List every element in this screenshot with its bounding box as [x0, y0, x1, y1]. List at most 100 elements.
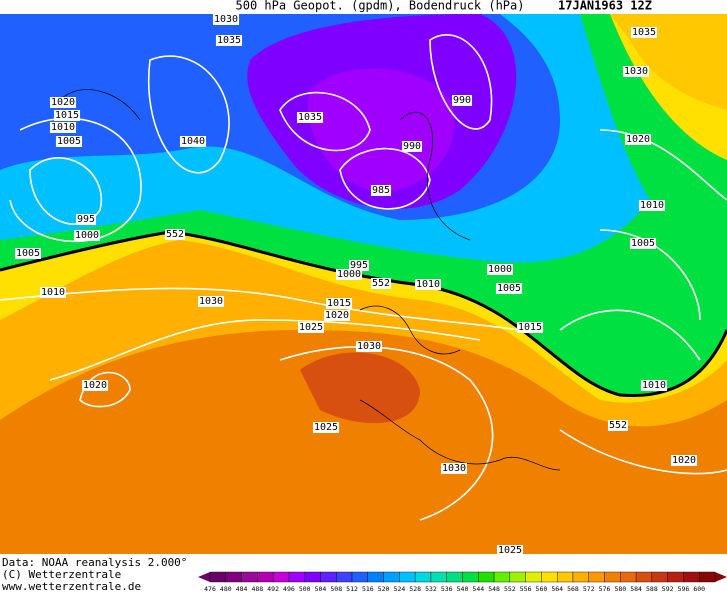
colorbar-swatch	[383, 571, 400, 583]
colorbar-swatch	[651, 571, 668, 583]
colorbar-label: 536	[441, 585, 453, 593]
colorbar-label: 476	[204, 585, 216, 593]
colorbar-swatch	[430, 571, 447, 583]
isobar-label-bg	[164, 229, 186, 240]
isobar-label: 1035	[298, 112, 322, 123]
isobar-label: 552	[166, 229, 184, 240]
isobar-label: 1025	[299, 322, 323, 333]
coastlines	[59, 89, 561, 471]
colorbar-label: 584	[630, 585, 642, 593]
colorbar-swatch	[446, 571, 463, 583]
isobar-label-bg	[53, 110, 81, 121]
isobar-label: 552	[609, 420, 627, 431]
footer-copyright: (C) Wetterzentrale	[2, 568, 121, 581]
isobar-label: 1015	[327, 298, 351, 309]
isobar-label-bg	[73, 230, 101, 241]
colorbar-label: 564	[551, 585, 563, 593]
isobar-label: 985	[372, 185, 390, 196]
isobar-label-bg	[14, 248, 42, 259]
isobar-label: 552	[372, 278, 390, 289]
isobar-label-bg	[39, 287, 67, 298]
isobar-label: 1020	[51, 97, 75, 108]
colorbar-label: 544	[472, 585, 484, 593]
colorbar-label: 488	[251, 585, 263, 593]
colorbar-label: 492	[267, 585, 279, 593]
colorbar-label: 568	[567, 585, 579, 593]
colorbar-label: 592	[662, 585, 674, 593]
colorbar-swatch	[683, 571, 700, 583]
colorbar-label: 552	[504, 585, 516, 593]
isobar-label: 995	[350, 260, 368, 271]
colorbar-swatch	[304, 571, 321, 583]
isobar-label-bg	[496, 545, 524, 556]
isobar-label: 1025	[314, 422, 338, 433]
isobar-label-bg	[516, 322, 544, 333]
isobar-label-bg	[296, 112, 324, 123]
map-title: 500 hPa Geopot. (gpdm), Bodendruck (hPa)	[236, 0, 525, 13]
map-date: 17JAN1963 12Z	[558, 0, 652, 13]
colorbar-swatch	[525, 571, 542, 583]
colorbar-swatch	[367, 571, 384, 583]
colorbar-label: 548	[488, 585, 500, 593]
colorbar-swatch	[209, 571, 226, 583]
isobar-label: 1025	[498, 545, 522, 556]
isobar-label-bg	[49, 122, 77, 133]
colorbar-swatch	[604, 571, 621, 583]
colorbar-label: 484	[236, 585, 248, 593]
isobar-label-bg	[312, 422, 340, 433]
isobar-label: 1030	[624, 66, 648, 77]
isobar-label-bg	[670, 455, 698, 466]
colorbar-label: 572	[583, 585, 595, 593]
isobar-label: 1040	[181, 136, 205, 147]
isobars	[0, 34, 727, 521]
isobar-label-bg	[640, 380, 668, 391]
isobar-label-bg	[440, 463, 468, 474]
colorbar-swatch	[336, 571, 353, 583]
isobar-label-bg	[370, 185, 392, 196]
colorbar-swatch	[541, 571, 558, 583]
colorbar-swatch	[399, 571, 416, 583]
isobar-label: 1000	[488, 264, 512, 275]
colorbar-swatch	[351, 571, 369, 583]
isobar-label: 1005	[497, 283, 521, 294]
isobar-label-bg	[622, 66, 650, 77]
isobar-label-bg	[81, 380, 109, 391]
colorbar-label: 580	[614, 585, 626, 593]
isobar-label-bg	[355, 341, 383, 352]
isobar-label-bg	[335, 269, 363, 280]
isobar-label-bg	[197, 296, 225, 307]
colorbar-swatch	[320, 571, 337, 583]
isobar-label: 1010	[51, 122, 75, 133]
colorbar-label: 480	[220, 585, 232, 593]
colorbar-swatch	[462, 571, 479, 583]
isobar-label: 1030	[357, 341, 381, 352]
colorbar-label: 540	[457, 585, 469, 593]
isobar-label: 1000	[337, 269, 361, 280]
colorbar-swatch	[493, 571, 511, 583]
isobar-label-bg	[624, 134, 652, 145]
colorbar-swatch	[667, 571, 684, 583]
colorbar-swatch	[257, 571, 274, 583]
colorbar-swatch	[241, 571, 258, 583]
isobar-label-bg	[486, 264, 514, 275]
isobar-label-bg	[325, 298, 353, 309]
colorbar-swatch	[288, 571, 305, 583]
isobar-label: 1000	[75, 230, 99, 241]
isobar-label: 1030	[214, 14, 238, 25]
footer-source: Data: NOAA reanalysis 2.000°	[2, 556, 187, 569]
colorbar-label: 560	[536, 585, 548, 593]
isobar-label-bg	[55, 136, 83, 147]
colorbar-swatch	[699, 571, 716, 583]
isobar-label-bg	[297, 322, 325, 333]
colorbar-label: 528	[409, 585, 421, 593]
colorbar-swatch	[588, 571, 605, 583]
isobar-label-bg	[451, 95, 473, 106]
colorbar-label: 516	[362, 585, 374, 593]
colorbar-arrow-left	[198, 572, 210, 582]
colorbar-label: 600	[693, 585, 705, 593]
isobar-label: 1030	[199, 296, 223, 307]
colorbar-swatch	[272, 571, 290, 583]
isobar-label-bg	[212, 14, 240, 25]
isobar-label: 1015	[55, 110, 79, 121]
